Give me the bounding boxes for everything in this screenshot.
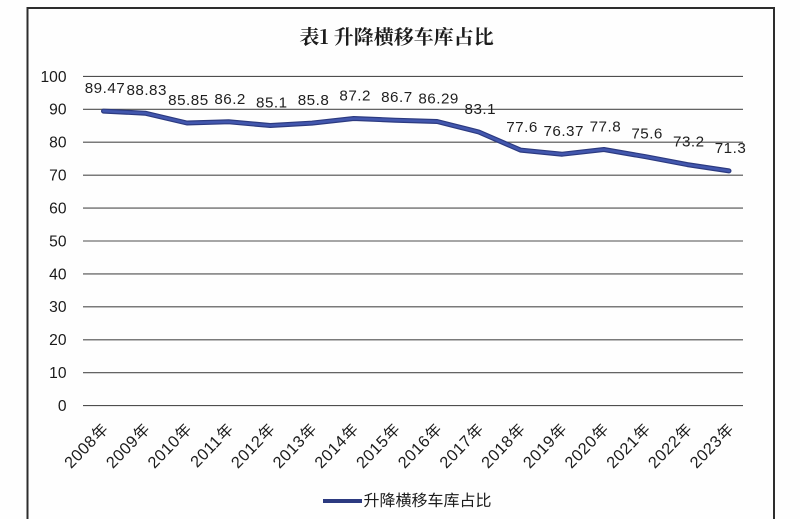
svg-text:10: 10	[49, 365, 67, 382]
svg-text:80: 80	[49, 135, 67, 152]
svg-text:77.6: 77.6	[506, 119, 538, 136]
svg-text:86.2: 86.2	[214, 91, 246, 108]
svg-text:73.2: 73.2	[673, 134, 705, 151]
svg-text:87.2: 87.2	[339, 88, 371, 105]
svg-text:83.1: 83.1	[465, 101, 497, 118]
svg-text:100: 100	[40, 69, 66, 86]
svg-text:20: 20	[49, 332, 67, 349]
svg-text:85.8: 85.8	[298, 92, 330, 109]
svg-text:50: 50	[49, 233, 67, 250]
svg-text:40: 40	[49, 266, 67, 283]
svg-text:88.83: 88.83	[126, 82, 167, 99]
svg-text:71.3: 71.3	[715, 140, 747, 157]
svg-text:86.29: 86.29	[418, 91, 459, 108]
svg-text:70: 70	[49, 168, 67, 185]
svg-text:90: 90	[49, 102, 67, 119]
svg-text:60: 60	[49, 201, 67, 218]
svg-text:0: 0	[58, 398, 67, 415]
svg-text:76.37: 76.37	[543, 123, 584, 140]
svg-text:85.1: 85.1	[256, 95, 288, 112]
svg-text:89.47: 89.47	[85, 80, 126, 97]
svg-text:30: 30	[49, 299, 67, 316]
svg-text:75.6: 75.6	[631, 126, 663, 143]
svg-text:85.85: 85.85	[168, 92, 209, 109]
svg-text:86.7: 86.7	[381, 89, 413, 106]
svg-text:77.8: 77.8	[590, 119, 622, 136]
